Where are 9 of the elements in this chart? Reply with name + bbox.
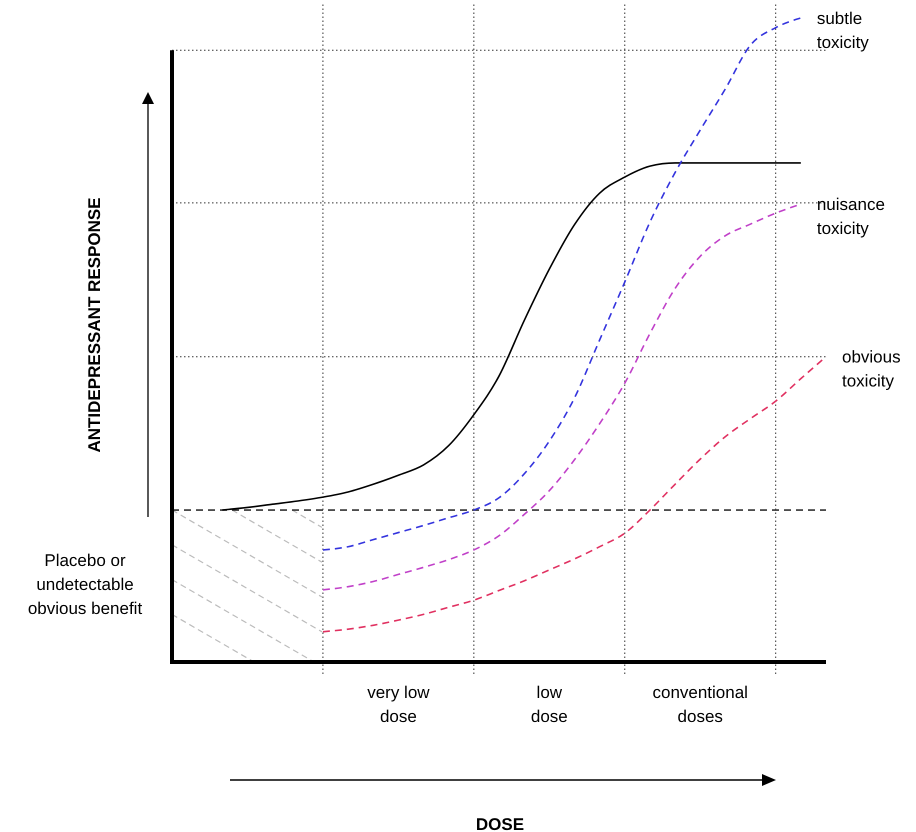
y-axis-title: ANTIDEPRESSANT RESPONSE <box>85 197 104 453</box>
x-tick-label: very low dose <box>367 683 430 726</box>
x-tick-label: conventional doses <box>652 683 748 726</box>
series-label: obvious toxicity <box>842 348 901 391</box>
x-tick-label: low dose <box>530 683 568 726</box>
series-label: nuisance toxicity <box>816 195 885 238</box>
text: Placebo or undetectable obvious benefit <box>28 551 142 618</box>
series-label: subtle toxicity <box>816 9 870 52</box>
text: DOSE <box>476 815 524 832</box>
